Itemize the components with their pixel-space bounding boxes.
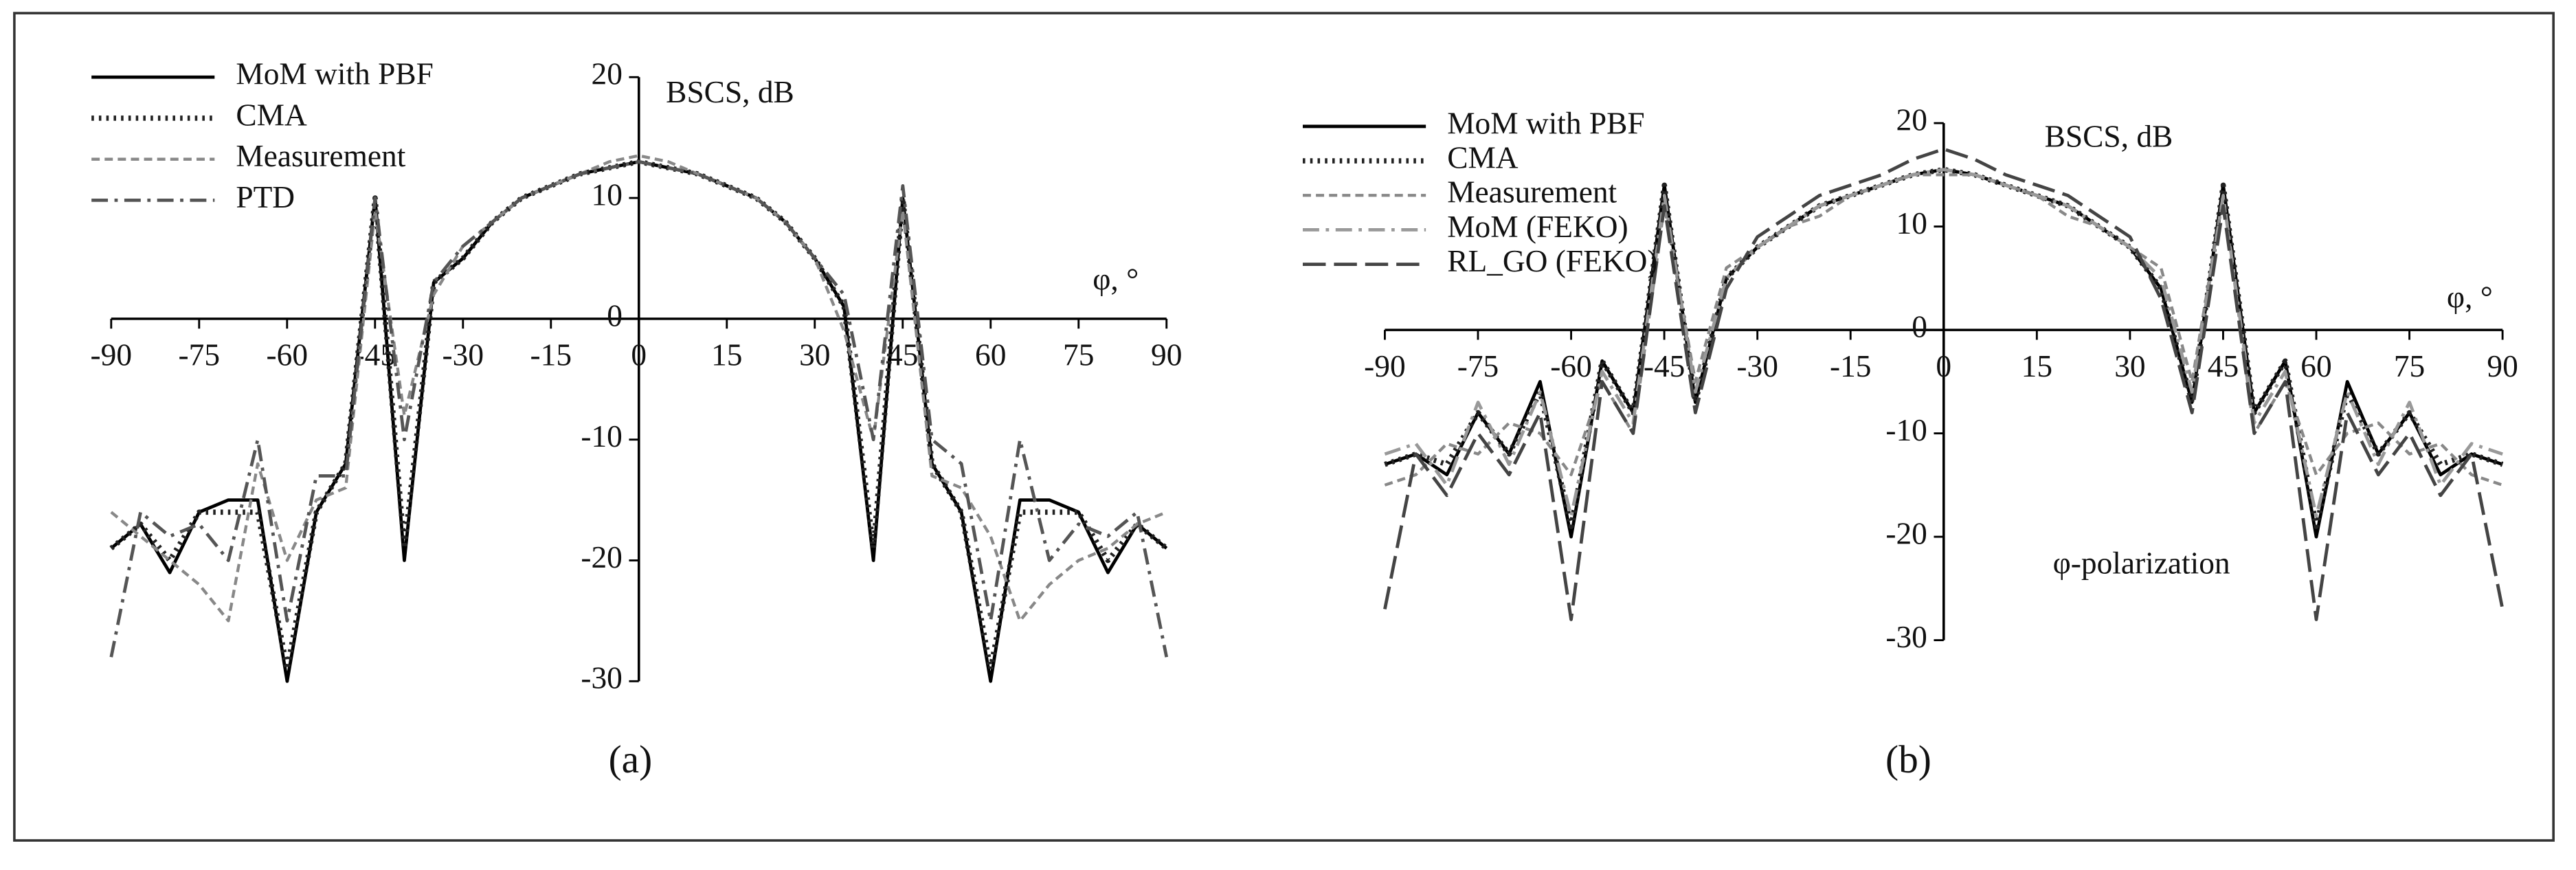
- series-line: [1383, 147, 2505, 621]
- series-line: [1384, 173, 2503, 487]
- x-tick-label: -15: [1830, 349, 1872, 383]
- x-tick-label: -30: [1736, 349, 1778, 383]
- y-axis-label: BSCS, dB: [666, 75, 794, 109]
- x-tick-label: -75: [179, 338, 221, 372]
- x-tick-label: 45: [2208, 349, 2239, 383]
- legend-label: Measurement: [1447, 175, 1617, 210]
- x-tick-label: 60: [975, 338, 1006, 372]
- x-tick-label: 90: [1151, 338, 1182, 372]
- x-tick-label: 75: [1063, 338, 1094, 372]
- caption: (b): [1885, 738, 1931, 781]
- x-tick-label: -90: [1364, 349, 1406, 383]
- x-tick-label: -60: [1550, 349, 1592, 383]
- x-tick-label: 15: [2021, 349, 2052, 383]
- legend-label: RL_GO (FEKO): [1447, 244, 1657, 278]
- legend-label: MoM (FEKO): [1447, 210, 1628, 244]
- x-tick-label: 90: [2487, 349, 2518, 383]
- y-tick-label: -20: [1885, 517, 1927, 551]
- y-tick-label: 10: [592, 177, 623, 212]
- y-tick-label: -10: [581, 419, 622, 454]
- legend-label: PTD: [236, 180, 295, 214]
- x-tick-label: -60: [267, 338, 309, 372]
- y-tick-label: -30: [581, 661, 622, 695]
- figure-border: [13, 12, 2555, 842]
- series-line: [1384, 166, 2504, 529]
- caption: (a): [609, 738, 653, 781]
- legend-label: MoM with PBF: [1447, 106, 1644, 140]
- y-tick-label: 0: [607, 298, 623, 333]
- annotation: φ-polarization: [2053, 546, 2230, 581]
- y-tick-label: -20: [581, 540, 622, 575]
- series-line: [1384, 168, 2503, 518]
- x-tick-label: 15: [711, 338, 742, 372]
- x-tick-label: 60: [2300, 349, 2331, 383]
- x-tick-label: 30: [2114, 349, 2145, 383]
- x-tick-label: 0: [1936, 349, 1951, 383]
- y-tick-label: -10: [1885, 413, 1927, 447]
- x-tick-label: 30: [799, 338, 830, 372]
- x-tick-label: -75: [1457, 349, 1499, 383]
- legend-label: MoM with PBF: [236, 57, 433, 91]
- x-axis-label: φ, °: [2447, 280, 2493, 315]
- x-tick-label: 0: [631, 338, 647, 372]
- x-tick-label: -45: [1644, 349, 1685, 383]
- y-tick-label: 0: [1912, 310, 1927, 344]
- series-line: [110, 154, 1167, 623]
- y-tick-label: -30: [1885, 620, 1927, 654]
- x-tick-label: -15: [530, 338, 572, 372]
- legend-label: CMA: [236, 98, 307, 132]
- legend-label: CMA: [1447, 141, 1519, 175]
- y-tick-label: 10: [1896, 206, 1927, 241]
- x-tick-label: -90: [91, 338, 133, 372]
- x-tick-label: 75: [2394, 349, 2425, 383]
- y-tick-label: 20: [1896, 103, 1927, 137]
- legend-label: Measurement: [236, 139, 405, 173]
- y-tick-label: 20: [592, 57, 623, 91]
- y-axis-label: BSCS, dB: [2045, 119, 2173, 153]
- series-line: [109, 159, 1169, 658]
- x-tick-label: -30: [443, 338, 484, 372]
- x-axis-label: φ, °: [1093, 262, 1139, 296]
